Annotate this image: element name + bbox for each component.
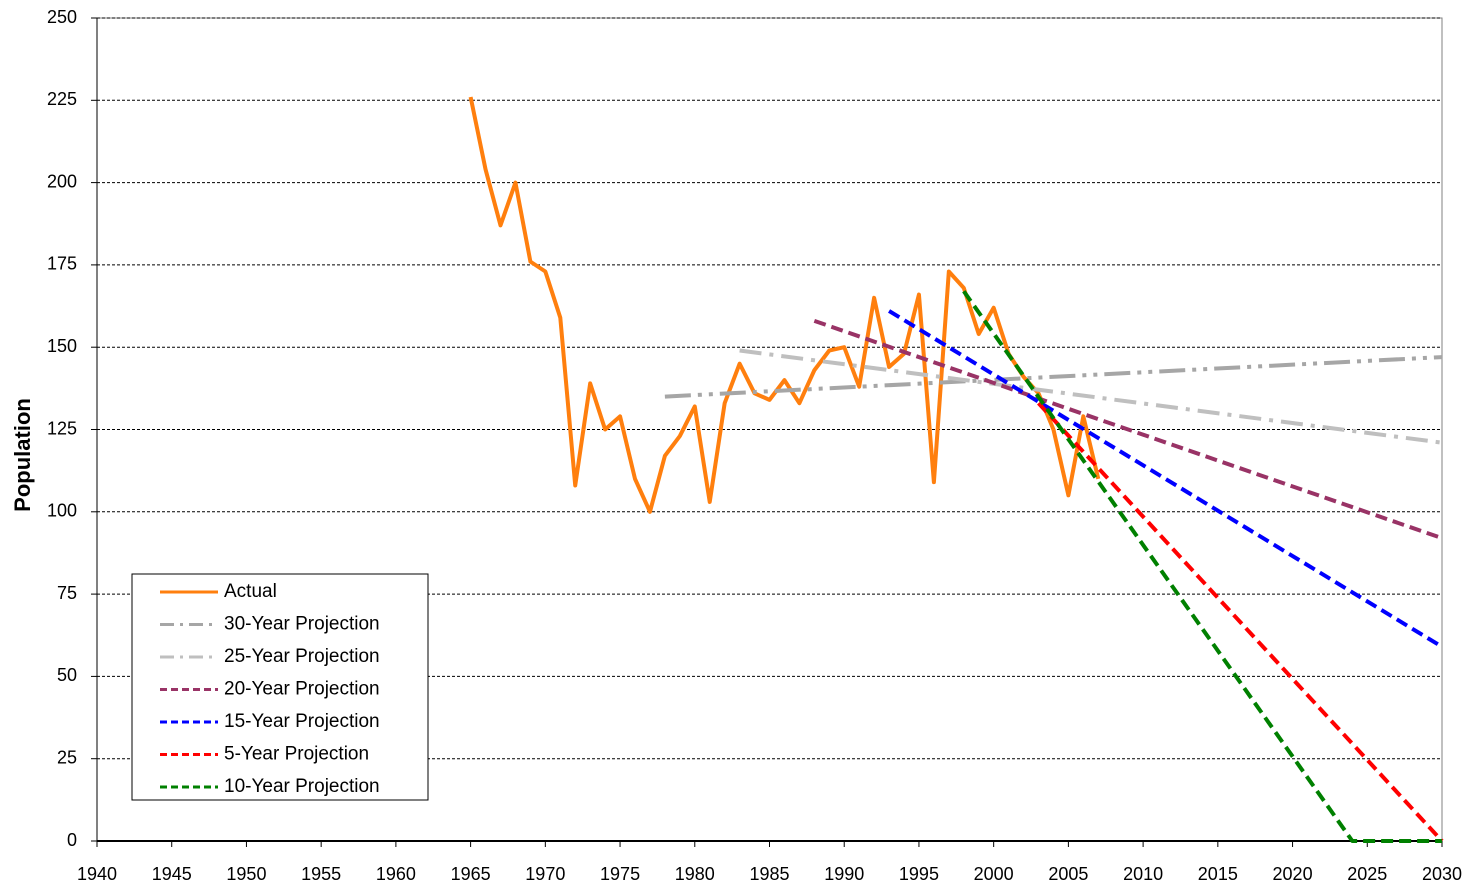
y-tick-label: 50 [57, 665, 77, 685]
x-tick-label: 1945 [152, 864, 192, 884]
x-tick-label: 2010 [1123, 864, 1163, 884]
x-tick-label: 1970 [525, 864, 565, 884]
y-tick-label: 25 [57, 747, 77, 767]
x-tick-label: 2020 [1273, 864, 1313, 884]
x-tick-label: 1995 [899, 864, 939, 884]
y-tick-label: 125 [47, 418, 77, 438]
x-tick-label: 1980 [675, 864, 715, 884]
legend-label: 10-Year Projection [224, 776, 380, 797]
legend-label: 30-Year Projection [224, 614, 380, 635]
legend-label: 15-Year Projection [224, 711, 380, 732]
y-tick-label: 75 [57, 583, 77, 603]
y-tick-label: 150 [47, 336, 77, 356]
y-tick-label: 175 [47, 254, 77, 274]
series-line [1037, 401, 1444, 843]
x-tick-label: 2025 [1347, 864, 1387, 884]
series-line [739, 348, 1443, 445]
x-tick-label: 1965 [451, 864, 491, 884]
series-line [962, 290, 1442, 843]
series-line [813, 318, 1443, 541]
series-line [664, 355, 1443, 399]
y-tick-label: 250 [47, 7, 77, 27]
legend: Actual 30-Year Projection 25-Year Projecti… [131, 573, 429, 801]
y-tick-label: 200 [47, 171, 77, 191]
legend-label: 25-Year Projection [224, 646, 380, 667]
y-axis-label: Population [10, 398, 35, 512]
series-line [468, 96, 1101, 514]
x-tick-label: 2030 [1422, 864, 1462, 884]
y-tick-label: 0 [67, 830, 77, 850]
x-tick-label: 2015 [1198, 864, 1238, 884]
x-tick-label: 1950 [226, 864, 266, 884]
x-tick-label: 1985 [749, 864, 789, 884]
y-tick-label: 100 [47, 501, 77, 521]
legend-label: 5-Year Projection [224, 744, 369, 765]
x-tick-label: 1940 [77, 864, 117, 884]
x-tick-label: 2005 [1048, 864, 1088, 884]
x-tick-label: 1990 [824, 864, 864, 884]
x-tick-label: 2000 [974, 864, 1014, 884]
legend-label: Actual [224, 581, 277, 602]
legend-label: 20-Year Projection [224, 679, 380, 700]
x-tick-label: 1960 [376, 864, 416, 884]
x-tick-label: 1975 [600, 864, 640, 884]
legend-box [131, 573, 429, 801]
x-tick-label: 1955 [301, 864, 341, 884]
y-tick-label: 225 [47, 89, 77, 109]
